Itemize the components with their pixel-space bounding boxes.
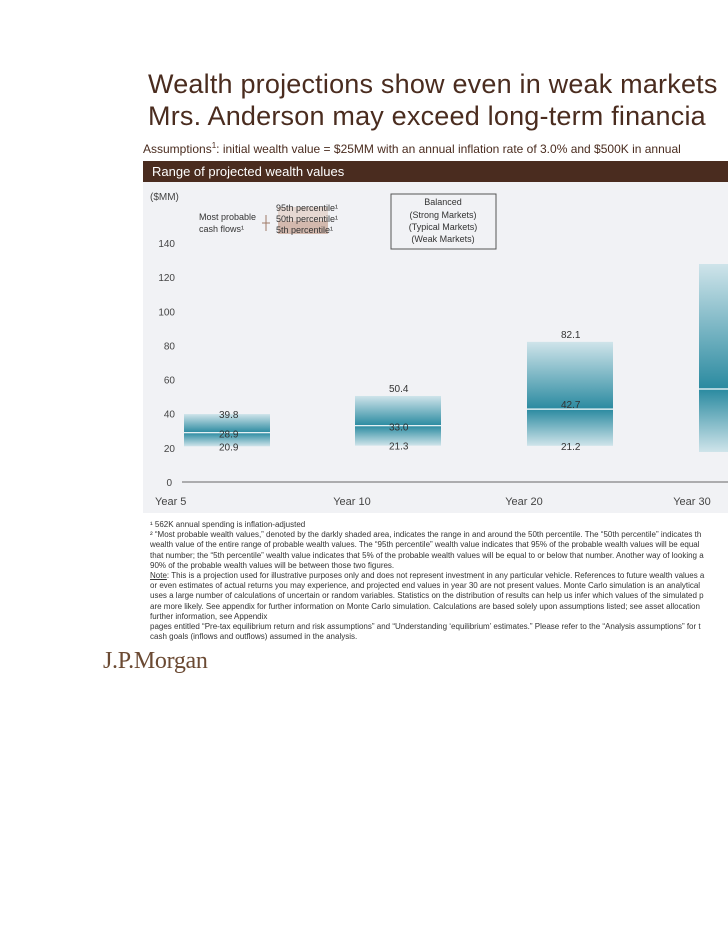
y-tick-label: 40	[164, 410, 176, 421]
chart-panel-title: Range of projected wealth values	[152, 164, 345, 179]
scenario-line: (Typical Markets)	[409, 222, 478, 232]
footnote-line: further information, see Appendix	[150, 611, 268, 621]
y-tick-label: 0	[166, 478, 172, 489]
y-tick-label: 100	[158, 307, 175, 318]
scenario-box	[390, 193, 497, 250]
x-tick-label: Year 20	[505, 496, 543, 508]
legend-cash-flows: cash flows¹	[199, 224, 244, 234]
footnote-line: ¹ 562K annual spending is inflation-adju…	[150, 520, 306, 529]
title-line-1: Wealth projections show even in weak mar…	[148, 69, 718, 99]
footnote-line: Note: This is a projection used for illu…	[150, 571, 705, 581]
label-5th: 21.3	[389, 442, 409, 453]
assumptions-sup: 1	[211, 141, 217, 150]
bar-lower	[184, 432, 270, 447]
y-tick-label: 140	[158, 239, 175, 250]
footnote-line: wealth value of the entire range of prob…	[150, 540, 700, 550]
assumptions-line: Assumptions1: initial wealth value = $25…	[143, 141, 681, 156]
footnote-line: or even estimates of actual returns you …	[150, 581, 701, 591]
label-50th: 42.7	[561, 400, 581, 411]
note-label: Note	[150, 571, 167, 581]
legend-95th: 95th percentile¹	[276, 203, 338, 213]
bar-upper	[527, 341, 613, 410]
page-title: Wealth projections show even in weak mar…	[148, 68, 728, 132]
label-95th: 82.1	[561, 330, 581, 341]
label-5th: 21.2	[561, 442, 581, 453]
assumptions-lead: Assumptions	[143, 142, 212, 156]
legend-5th: 5th percentile¹	[276, 225, 333, 235]
legend-swatch-lower	[278, 221, 328, 234]
scenario-line: (Weak Markets)	[411, 234, 474, 244]
bar-upper	[355, 395, 441, 426]
title-line-2: Mrs. Anderson may exceed long-term finan…	[148, 101, 706, 131]
bar-lower	[527, 409, 613, 446]
assumptions-text: : initial wealth value = $25MM with an a…	[216, 142, 681, 156]
chart-panel	[143, 161, 728, 513]
label-50th: 28.9	[219, 430, 239, 441]
y-tick-label: 20	[164, 444, 176, 455]
x-tick-label: Year 10	[333, 496, 371, 508]
footnote-line: 90% of the probable wealth values will b…	[150, 560, 395, 570]
y-tick-label: 60	[164, 376, 176, 387]
legend-swatch-upper	[278, 207, 328, 221]
footnote-line: pages entitled “Pre-tax equilibrium retu…	[150, 622, 701, 632]
jpmorgan-logo: J.P.Morgan	[103, 648, 208, 674]
bar-lower	[355, 425, 441, 446]
label-5th: 20.9	[219, 442, 239, 453]
scenario-line: (Strong Markets)	[409, 210, 476, 220]
y-axis-label: ($MM)	[150, 192, 179, 203]
legend-bracket-icon	[262, 215, 270, 231]
scenario-line: Balanced	[424, 197, 462, 207]
label-50th: 33.0	[389, 423, 409, 434]
label-95th: 50.4	[389, 384, 409, 395]
footnote-line: that number; the “5th percentile” wealth…	[150, 550, 704, 560]
legend-50th: 50th percentile¹	[276, 214, 338, 224]
x-tick-label: Year 5	[155, 496, 186, 508]
label-95th: 39.8	[219, 410, 239, 421]
y-tick-label: 80	[164, 341, 176, 352]
footnotes: ¹ 562K annual spending is inflation-adju…	[150, 520, 728, 642]
bar-lower	[699, 389, 728, 452]
chart-panel-header: Range of projected wealth values	[143, 161, 728, 182]
bar-upper	[699, 264, 728, 389]
bar-upper	[184, 414, 270, 433]
legend-most-probable: Most probable	[199, 212, 256, 222]
footnote-line: are more likely. See appendix for furthe…	[150, 601, 700, 611]
footnote-line: ² “Most probable wealth values,” denoted…	[150, 530, 702, 540]
y-tick-label: 120	[158, 273, 175, 284]
footnote-line: uses a large number of calculations of u…	[150, 591, 704, 601]
x-tick-label: Year 30	[673, 496, 711, 508]
footnote-line: cash goals (inflows and outflows) assume…	[150, 632, 358, 642]
